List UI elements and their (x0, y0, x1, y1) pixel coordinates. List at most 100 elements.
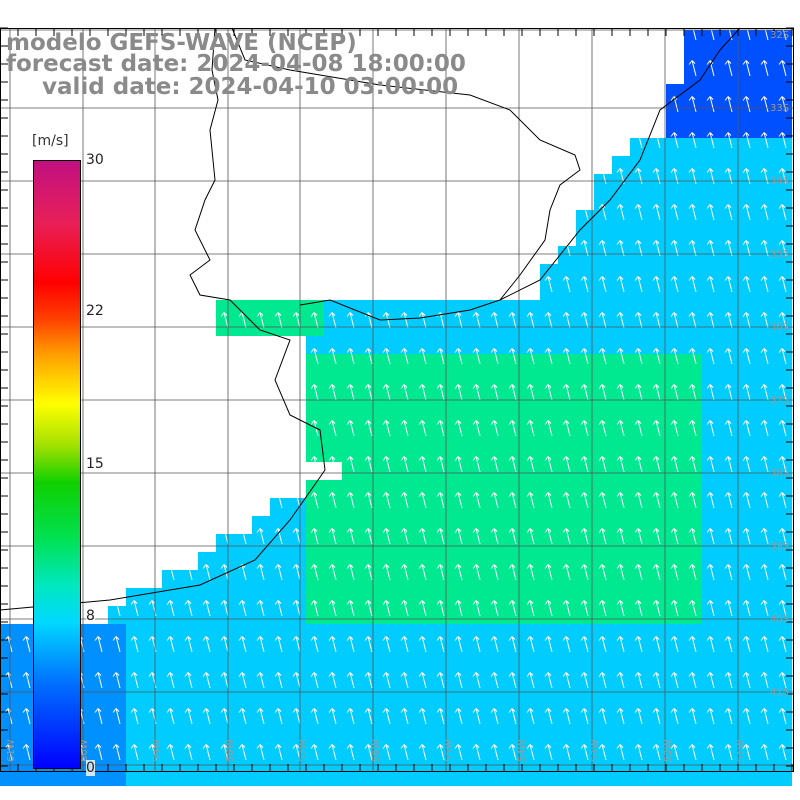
field-cell (594, 516, 612, 534)
wind-arrow (454, 492, 463, 509)
field-cell (396, 642, 414, 660)
wind-arrow (706, 96, 715, 113)
wind-arrow (328, 348, 337, 365)
field-cell (126, 678, 144, 696)
field-cell (414, 642, 432, 660)
field-cell (306, 714, 324, 732)
wind-arrow (670, 204, 679, 221)
wind-arrow (238, 528, 247, 545)
field-cell (576, 354, 594, 372)
field-cell (450, 498, 468, 516)
wind-arrow (508, 276, 517, 293)
wind-arrow (616, 708, 625, 725)
field-cell (432, 624, 450, 642)
wind-arrow (418, 636, 427, 653)
field-cell (720, 480, 738, 498)
wind-arrow (616, 420, 625, 437)
field-cell (612, 552, 630, 570)
field-cell (756, 660, 774, 678)
field-cell (612, 498, 630, 516)
wind-arrow (670, 348, 679, 365)
wind-arrow (778, 132, 787, 149)
field-cell (432, 714, 450, 732)
field-cell (468, 696, 486, 714)
field-cell (270, 570, 288, 588)
field-cell (666, 138, 684, 156)
field-cell (162, 606, 180, 624)
wind-arrow (598, 384, 607, 401)
wind-arrow (580, 456, 589, 473)
field-cell (630, 534, 648, 552)
field-cell (756, 156, 774, 174)
wind-arrow (94, 672, 103, 689)
wind-arrow (364, 744, 373, 761)
field-cell (576, 660, 594, 678)
field-cell (576, 714, 594, 732)
wind-arrow (670, 312, 679, 329)
field-cell (468, 732, 486, 750)
field-cell (738, 624, 756, 642)
field-cell (270, 714, 288, 732)
field-cell (576, 696, 594, 714)
wind-arrow (724, 744, 733, 761)
field-cell (612, 282, 630, 300)
field-cell (684, 624, 702, 642)
wind-arrow (742, 96, 751, 113)
field-cell (774, 480, 792, 498)
wind-arrow (634, 636, 643, 653)
field-cell (234, 660, 252, 678)
field-cell (108, 768, 126, 786)
field-cell (144, 732, 162, 750)
field-cell (486, 444, 504, 462)
field-cell (702, 30, 720, 48)
wind-arrow (724, 420, 733, 437)
wind-arrow (598, 456, 607, 473)
wind-arrow (526, 456, 535, 473)
wind-arrow (184, 708, 193, 725)
field-cell (774, 732, 792, 750)
wind-arrow (562, 672, 571, 689)
wind-arrow (562, 708, 571, 725)
wind-arrow (256, 564, 265, 581)
field-cell (720, 606, 738, 624)
wind-arrow (436, 600, 445, 617)
wind-arrow (526, 528, 535, 545)
field-cell (342, 534, 360, 552)
field-cell (198, 732, 216, 750)
field-cell (684, 444, 702, 462)
field-cell (558, 498, 576, 516)
wind-arrow (130, 600, 139, 617)
wind-arrow (544, 348, 553, 365)
coastline (0, 27, 741, 611)
wind-arrow (634, 348, 643, 365)
field-cell (666, 444, 684, 462)
field-cell (648, 138, 666, 156)
field-cell (738, 516, 756, 534)
field-cell (522, 660, 540, 678)
field-cell (360, 444, 378, 462)
wind-arrow (364, 420, 373, 437)
field-cell (576, 210, 594, 228)
field-cell (378, 642, 396, 660)
field-cell (684, 138, 702, 156)
field-cell (594, 642, 612, 660)
wind-arrow (256, 744, 265, 761)
field-cell (252, 606, 270, 624)
field-cell (720, 354, 738, 372)
wind-arrow (760, 240, 769, 257)
latitude-label: 40S (770, 614, 790, 625)
longitude-label: 59W (152, 739, 163, 762)
field-cell (306, 750, 324, 768)
field-cell (288, 696, 306, 714)
field-cell (648, 606, 666, 624)
field-cell (18, 624, 36, 642)
field-cell (702, 732, 720, 750)
field-cell (252, 552, 270, 570)
wind-arrow (724, 204, 733, 221)
wind-arrow (508, 600, 517, 617)
field-cell (504, 678, 522, 696)
field-cell (360, 372, 378, 390)
wind-arrow (400, 744, 409, 761)
field-cell (630, 732, 648, 750)
field-cell (504, 696, 522, 714)
